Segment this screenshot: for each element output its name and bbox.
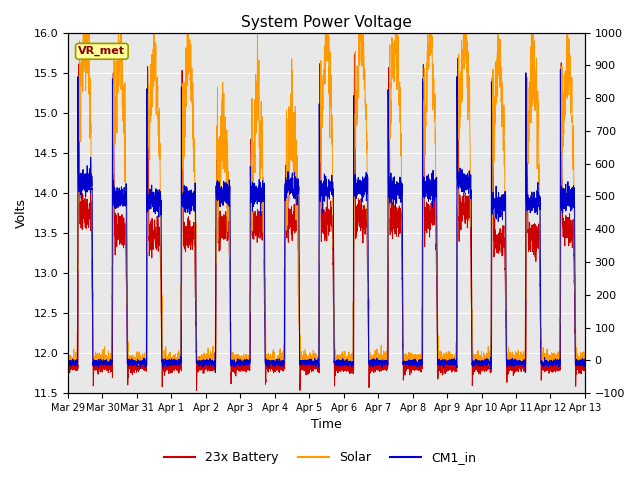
CM1_in (581, 360, 589, 366)
Solar (81, 13, 88, 19)
23x Battery (472, 364, 479, 370)
Solar (157, 253, 165, 259)
Title: System Power Voltage: System Power Voltage (241, 15, 412, 30)
Text: VR_met: VR_met (78, 46, 125, 57)
CM1_in (442, 361, 450, 367)
23x Battery (307, 363, 315, 369)
CM1_in (472, 360, 479, 366)
23x Battery (580, 360, 588, 365)
Solar (64, 354, 72, 360)
CM1_in (413, 361, 421, 367)
Solar (307, 354, 315, 360)
Line: Solar: Solar (68, 16, 585, 360)
CM1_in (211, 370, 219, 375)
X-axis label: Time: Time (311, 419, 342, 432)
CM1_in (557, 66, 564, 72)
23x Battery (296, 387, 304, 393)
Solar (581, 352, 589, 358)
Solar (472, 355, 479, 360)
CM1_in (64, 360, 72, 365)
Solar (383, 358, 390, 363)
23x Battery (413, 363, 421, 369)
CM1_in (157, 203, 164, 209)
23x Battery (64, 363, 72, 369)
Solar (413, 353, 421, 359)
Legend: 23x Battery, Solar, CM1_in: 23x Battery, Solar, CM1_in (159, 446, 481, 469)
23x Battery (351, 51, 358, 57)
23x Battery (157, 285, 164, 291)
23x Battery (581, 360, 589, 366)
Y-axis label: Volts: Volts (15, 198, 28, 228)
Solar (442, 350, 450, 356)
Line: CM1_in: CM1_in (68, 69, 585, 372)
CM1_in (580, 361, 588, 367)
23x Battery (442, 360, 450, 366)
Line: 23x Battery: 23x Battery (68, 54, 585, 390)
Solar (580, 353, 588, 359)
CM1_in (307, 361, 315, 367)
